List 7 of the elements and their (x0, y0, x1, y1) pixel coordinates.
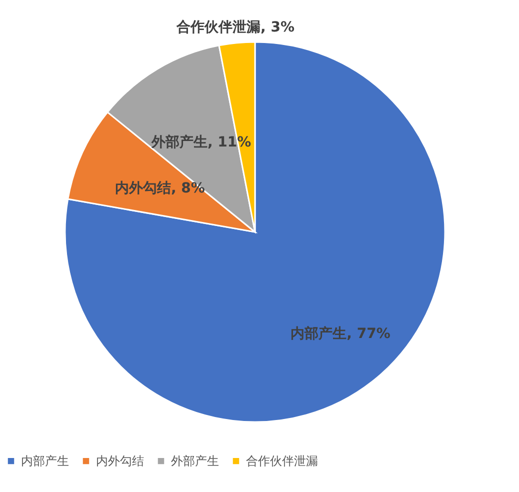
legend-label: 外部产生 (171, 454, 219, 468)
legend-label: 内部产生 (21, 454, 69, 468)
legend-label: 合作伙伴泄漏 (246, 454, 318, 468)
data-label: 内部产生, 77% (290, 324, 390, 342)
data-label: 合作伙伴泄漏, 3% (176, 20, 294, 36)
legend-label: 内外勾结 (96, 454, 144, 468)
pie-slice (64, 41, 446, 422)
